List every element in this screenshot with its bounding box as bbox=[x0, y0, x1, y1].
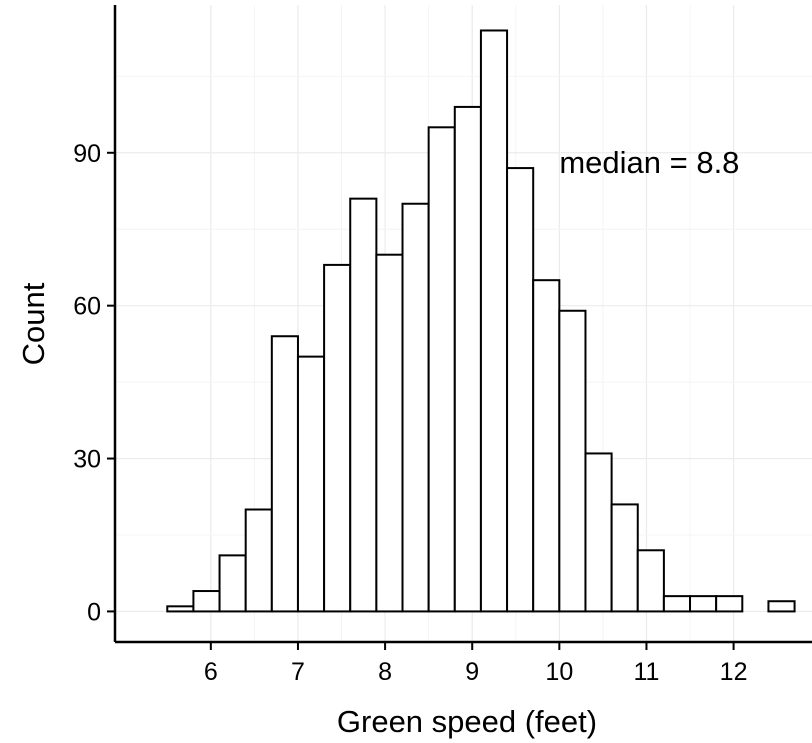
x-axis-ticks: 6 7 8 9 10 11 12 bbox=[204, 642, 748, 686]
histogram-bar bbox=[479, 29, 509, 613]
y-tick-label: 90 bbox=[73, 140, 101, 168]
x-tick-label: 8 bbox=[378, 658, 392, 686]
histogram-bar bbox=[192, 590, 221, 613]
histogram-bars bbox=[166, 29, 796, 613]
histogram-bar bbox=[662, 595, 692, 613]
x-tick-label: 11 bbox=[633, 658, 659, 686]
histogram-bar bbox=[636, 549, 665, 613]
histogram-bar bbox=[506, 167, 535, 613]
histogram-bar bbox=[689, 595, 718, 613]
histogram-bar bbox=[558, 309, 587, 613]
axes bbox=[113, 5, 812, 644]
y-tick-label: 0 bbox=[87, 598, 101, 626]
histogram-bar bbox=[610, 503, 639, 613]
median-annotation: median = 8.8 bbox=[559, 145, 739, 180]
x-tick-label: 6 bbox=[204, 658, 218, 686]
x-axis-title: Green speed (feet) bbox=[337, 704, 597, 739]
histogram-bar bbox=[427, 126, 456, 613]
y-tick-label: 30 bbox=[73, 446, 101, 474]
y-tick-label: 60 bbox=[73, 293, 101, 321]
x-tick-label: 12 bbox=[720, 658, 748, 686]
histogram-bar bbox=[532, 279, 561, 613]
histogram-bar bbox=[375, 253, 404, 613]
histogram-bar bbox=[270, 335, 299, 613]
histogram-bar bbox=[218, 554, 247, 613]
histogram-bar bbox=[166, 605, 195, 613]
y-axis-title: Count bbox=[16, 282, 51, 365]
histogram-bar bbox=[453, 105, 482, 613]
histogram-bar bbox=[349, 197, 378, 613]
histogram-bar bbox=[323, 263, 352, 613]
x-tick-label: 9 bbox=[465, 658, 479, 686]
histogram-bar bbox=[401, 202, 430, 613]
histogram-bar bbox=[584, 452, 613, 613]
x-tick-label: 10 bbox=[545, 658, 573, 686]
histogram-bar bbox=[715, 595, 744, 613]
y-axis-ticks: 0 30 60 90 bbox=[73, 140, 115, 626]
histogram-bar bbox=[296, 355, 326, 613]
histogram-bar bbox=[767, 600, 796, 613]
x-tick-label: 7 bbox=[291, 658, 305, 686]
histogram-bar bbox=[244, 508, 273, 613]
